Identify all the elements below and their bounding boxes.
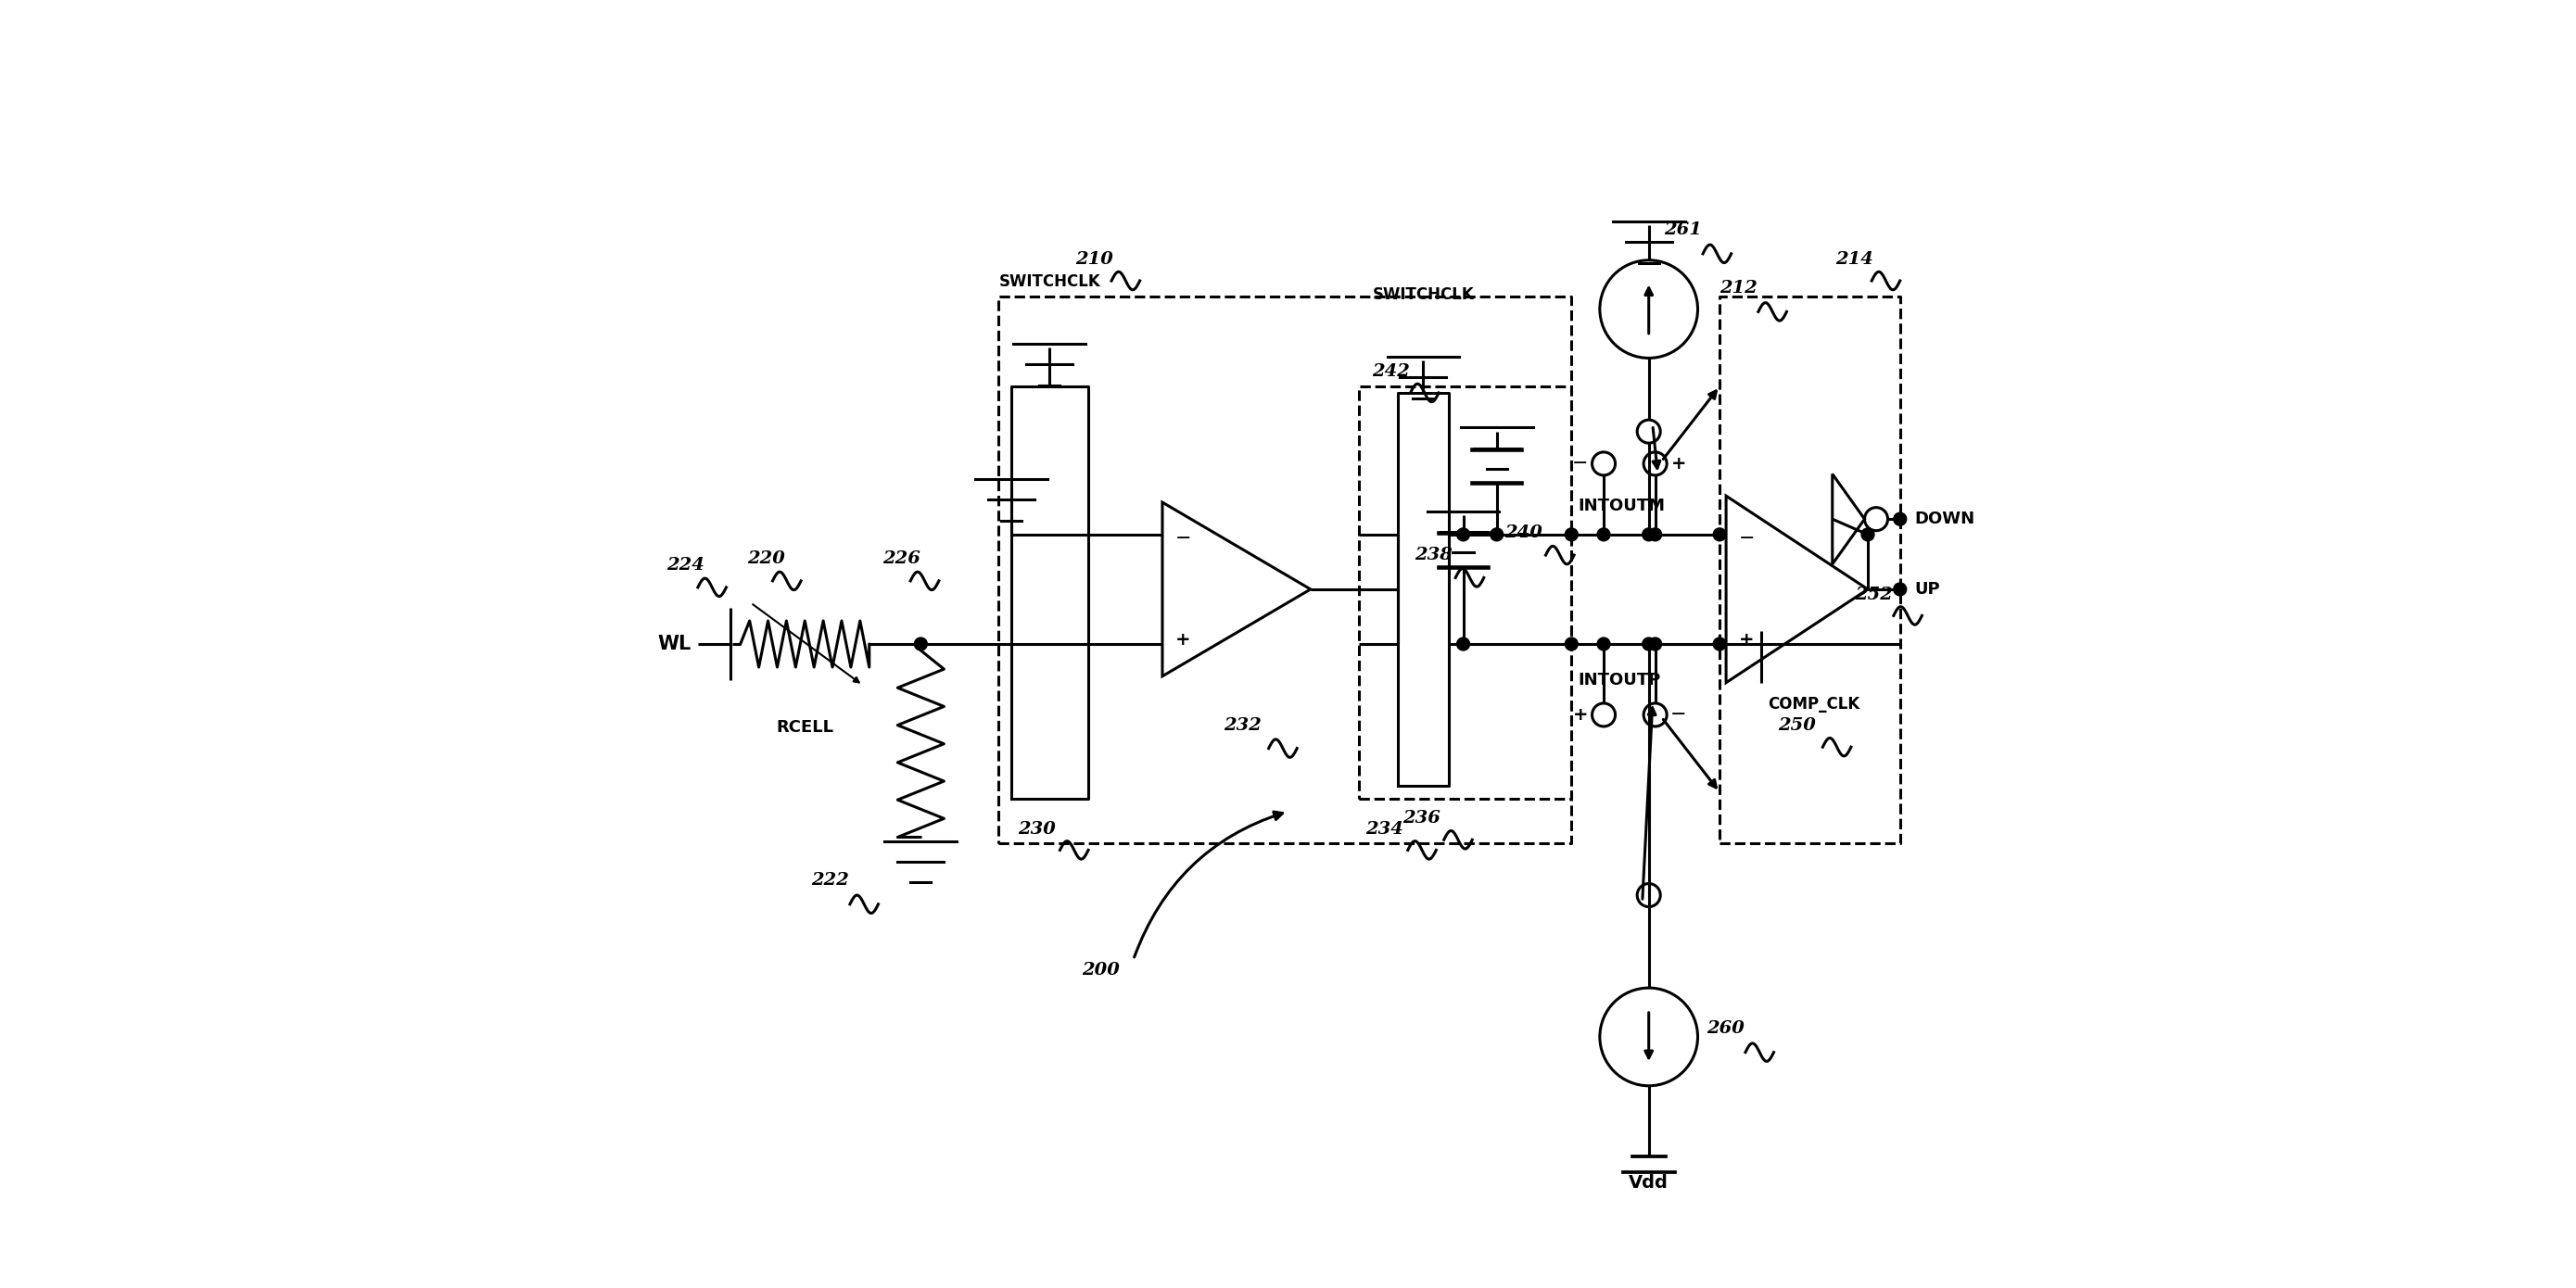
Text: 214: 214 — [1837, 251, 1873, 268]
Circle shape — [1458, 638, 1471, 650]
Text: 260: 260 — [1708, 1020, 1744, 1037]
Text: 230: 230 — [1018, 820, 1056, 837]
Circle shape — [1492, 528, 1504, 541]
Circle shape — [1649, 638, 1662, 650]
Circle shape — [1893, 583, 1906, 596]
Text: 232: 232 — [1224, 717, 1262, 734]
Text: COMP_CLK: COMP_CLK — [1767, 696, 1860, 712]
Circle shape — [1649, 528, 1662, 541]
Text: −: − — [1175, 529, 1190, 547]
Text: +: + — [1574, 706, 1589, 724]
Circle shape — [1566, 638, 1579, 650]
Circle shape — [1597, 638, 1610, 650]
Circle shape — [1458, 528, 1471, 541]
Text: INTOUTM: INTOUTM — [1579, 498, 1664, 514]
Text: RCELL: RCELL — [775, 719, 835, 735]
Circle shape — [1643, 638, 1656, 650]
Text: SWITCHCLK: SWITCHCLK — [999, 273, 1100, 290]
Circle shape — [1566, 528, 1579, 541]
Text: INTOUTP: INTOUTP — [1579, 672, 1662, 688]
Text: 222: 222 — [811, 872, 850, 889]
Circle shape — [1713, 528, 1726, 541]
Text: +: + — [1175, 631, 1190, 649]
Text: UP: UP — [1914, 581, 1940, 598]
Text: 261: 261 — [1664, 222, 1703, 238]
Text: 234: 234 — [1365, 820, 1404, 837]
Text: 238: 238 — [1414, 547, 1453, 564]
Text: 220: 220 — [747, 550, 786, 567]
Text: −: − — [1571, 455, 1589, 473]
Text: 236: 236 — [1404, 810, 1440, 827]
Text: 200: 200 — [1082, 962, 1121, 979]
Circle shape — [1713, 638, 1726, 650]
Circle shape — [1862, 528, 1875, 541]
Text: DOWN: DOWN — [1914, 511, 1976, 527]
Circle shape — [1597, 528, 1610, 541]
Text: 212: 212 — [1721, 279, 1757, 296]
Text: 250: 250 — [1777, 717, 1816, 734]
Circle shape — [1893, 513, 1906, 526]
Text: −: − — [1669, 706, 1687, 724]
Text: 210: 210 — [1074, 251, 1113, 268]
Text: WL: WL — [657, 635, 690, 653]
Text: 224: 224 — [667, 556, 706, 573]
Text: −: − — [1739, 529, 1754, 547]
Text: 226: 226 — [881, 550, 920, 567]
Text: SWITCHCLK: SWITCHCLK — [1373, 286, 1473, 303]
Text: 240: 240 — [1504, 524, 1543, 541]
Text: 242: 242 — [1373, 363, 1409, 380]
Text: Vdd: Vdd — [1628, 1173, 1669, 1191]
Text: 252: 252 — [1855, 586, 1893, 603]
Circle shape — [1643, 528, 1656, 541]
Text: +: + — [1672, 455, 1687, 473]
Circle shape — [914, 638, 927, 650]
Text: +: + — [1739, 631, 1754, 649]
